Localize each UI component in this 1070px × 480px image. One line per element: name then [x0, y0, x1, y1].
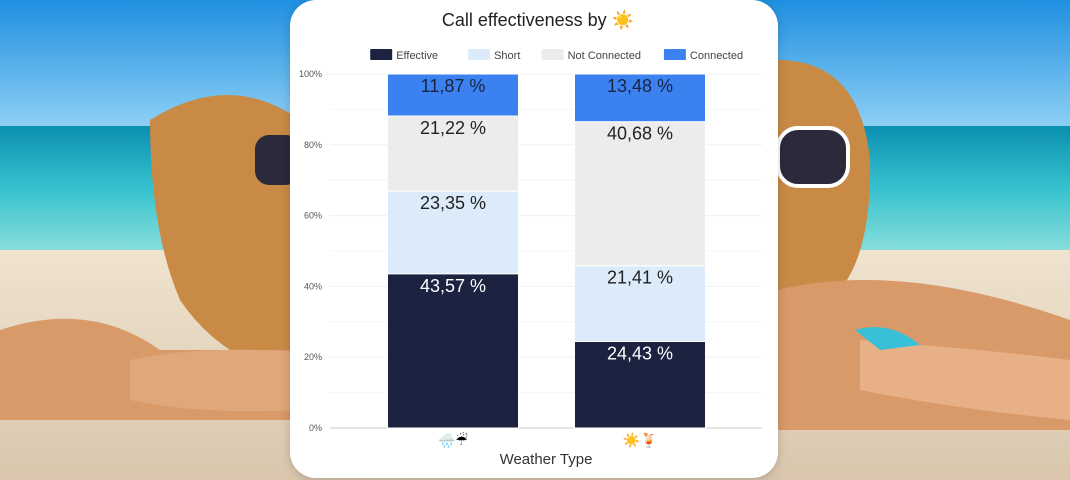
- legend-label-2: Not Connected: [568, 50, 641, 62]
- bar-segment-0-3: [387, 73, 519, 117]
- chart-card: Call effectiveness by ☀️ Effective Short N…: [290, 0, 778, 478]
- y-tick-label-1: 20%: [304, 352, 322, 362]
- bar-segment-1-3: [574, 73, 706, 123]
- bar-segment-1-0: [574, 341, 706, 429]
- data-label-0-1: 23,35 %: [420, 193, 486, 213]
- y-tick-label-4: 80%: [304, 140, 322, 150]
- chart-title: Call effectiveness by ☀️: [442, 9, 634, 31]
- legend-label-3: Connected: [690, 50, 743, 62]
- data-label-1-1: 21,41 %: [607, 268, 673, 288]
- legend-swatch-2: [541, 49, 564, 60]
- bar-segment-0-2: [387, 115, 519, 192]
- legend-label-1: Short: [494, 50, 520, 62]
- y-axis-ticks: 0% 20% 40% 60% 80% 100%: [299, 69, 322, 433]
- legend-label-0: Effective: [396, 50, 438, 62]
- legend-swatch-3: [663, 49, 686, 60]
- data-label-1-2: 40,68 %: [607, 124, 673, 144]
- y-tick-label-2: 40%: [304, 281, 322, 291]
- data-label-0-2: 21,22 %: [420, 118, 486, 138]
- y-tick-label-0: 0%: [309, 423, 322, 433]
- x-category-label-1: ☀️🍹: [623, 431, 658, 449]
- data-label-1-3: 13,48 %: [607, 76, 673, 96]
- bar-segment-1-1: [574, 265, 706, 343]
- bar-stacks: 43,57 % 23,35 % 21,22 % 11,87 % 24,43 % 21,41…: [387, 73, 706, 429]
- legend-swatch-0: [370, 49, 393, 60]
- data-label-0-0: 43,57 %: [420, 276, 486, 296]
- y-tick-label-5: 100%: [299, 69, 322, 79]
- bar-segment-1-2: [574, 121, 706, 267]
- x-axis-title: Weather Type: [500, 451, 593, 468]
- legend-swatch-1: [468, 49, 491, 60]
- stacked-bar-chart: Call effectiveness by ☀️ Effective Short N…: [299, 9, 762, 468]
- y-tick-label-3: 60%: [304, 211, 322, 221]
- x-category-label-0: 🌧️☔: [438, 431, 468, 449]
- x-axis-categories: 🌧️☔ ☀️🍹: [438, 431, 657, 449]
- bar-segment-0-0: [387, 273, 519, 429]
- data-label-1-0: 24,43 %: [607, 344, 673, 364]
- data-label-0-3: 11,87 %: [421, 76, 486, 96]
- chart-legend: Effective Short Not Connected Connected: [370, 49, 743, 62]
